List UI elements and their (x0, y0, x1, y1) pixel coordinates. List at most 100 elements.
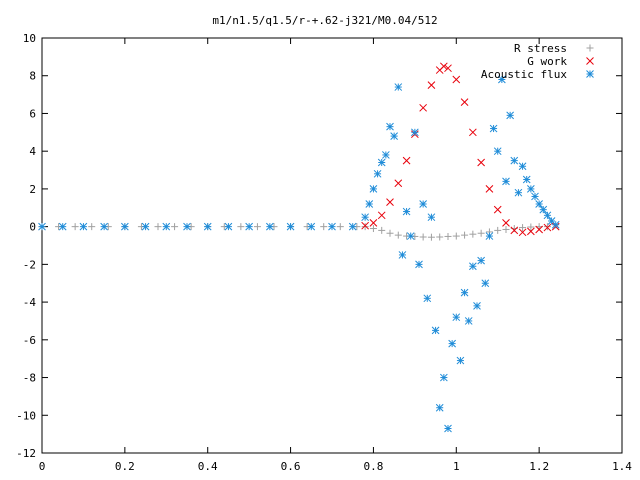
y-tick-label: -12 (16, 447, 36, 460)
series-r-stress (38, 223, 551, 241)
data-point (369, 219, 378, 227)
data-point (489, 124, 498, 133)
data-point (320, 223, 328, 231)
data-point (423, 294, 432, 303)
y-tick-label: 8 (29, 70, 36, 83)
data-point (527, 223, 535, 231)
data-point (543, 211, 552, 220)
data-point (237, 223, 245, 231)
data-point (386, 198, 394, 206)
x-tick-label: 0.6 (281, 460, 301, 473)
data-point (539, 205, 548, 214)
data-point (493, 147, 502, 156)
data-point (394, 83, 403, 91)
data-point (456, 356, 465, 365)
data-point (502, 177, 510, 186)
x-tick-label: 0 (39, 460, 46, 473)
data-point (427, 233, 435, 241)
data-point (440, 373, 448, 382)
data-point (477, 229, 485, 237)
data-point (514, 188, 523, 197)
data-point (431, 326, 440, 335)
data-point (154, 223, 162, 231)
x-tick-label: 1 (453, 460, 460, 473)
data-point (461, 231, 469, 239)
plot-area (38, 62, 560, 433)
data-point (369, 185, 378, 193)
data-point (477, 158, 485, 167)
data-point (266, 222, 274, 231)
data-point (378, 226, 386, 234)
data-point (419, 233, 427, 241)
data-point (419, 200, 427, 208)
data-point (473, 302, 481, 310)
data-point (527, 227, 535, 236)
data-point (481, 279, 490, 288)
data-point (543, 223, 552, 232)
data-point (510, 226, 519, 235)
data-point (100, 222, 108, 231)
data-point (406, 232, 415, 240)
legend-label: G work (527, 55, 567, 68)
data-point (452, 313, 461, 322)
x-tick-label: 0.2 (115, 460, 135, 473)
data-point (535, 225, 543, 234)
y-tick-label: 4 (29, 145, 36, 158)
data-point (328, 222, 336, 231)
data-point (502, 219, 510, 227)
data-point (531, 192, 539, 201)
series-g-work (361, 62, 560, 237)
x-axis: 0 0.2 0.4 0.6 0.8 1 1.2 1.4 (39, 38, 632, 473)
data-point (245, 222, 253, 231)
y-tick-label: 2 (29, 183, 36, 196)
data-point (419, 103, 427, 112)
data-point (361, 223, 369, 231)
data-point (390, 132, 398, 140)
data-point (436, 233, 444, 241)
data-point (203, 222, 212, 231)
data-point (79, 222, 88, 231)
series-acoustic-flux (38, 75, 560, 433)
data-point (510, 156, 519, 165)
plot-frame (41, 37, 623, 454)
y-tick-label: -8 (23, 372, 36, 385)
data-point (386, 229, 394, 237)
y-tick-label: -2 (23, 258, 36, 271)
data-point (38, 222, 46, 231)
data-point (452, 232, 460, 240)
data-point (518, 162, 527, 171)
data-point (444, 232, 452, 240)
data-point (477, 256, 485, 265)
y-tick-label: 6 (29, 107, 36, 120)
data-point (551, 220, 560, 229)
data-point (485, 232, 494, 240)
data-point (469, 230, 477, 238)
data-point (448, 339, 456, 348)
data-point (522, 175, 531, 184)
data-point (543, 223, 551, 231)
data-point (58, 222, 67, 231)
legend-marker (586, 70, 594, 78)
data-point (460, 288, 469, 297)
data-point (464, 317, 473, 325)
data-point (71, 223, 79, 231)
legend-label: Acoustic flux (481, 68, 567, 81)
data-point (415, 260, 423, 269)
y-tick-label: 10 (23, 32, 36, 45)
data-point (427, 213, 436, 222)
data-point (377, 211, 386, 220)
data-point (493, 205, 502, 214)
legend-marker (586, 57, 594, 65)
data-point (141, 222, 150, 231)
data-point (460, 98, 469, 106)
data-point (171, 223, 179, 231)
data-point (440, 62, 448, 71)
data-point (348, 222, 357, 231)
data-point (183, 222, 191, 231)
data-point (394, 179, 403, 188)
data-point (162, 222, 171, 231)
data-point (373, 169, 382, 178)
data-point (361, 213, 369, 222)
